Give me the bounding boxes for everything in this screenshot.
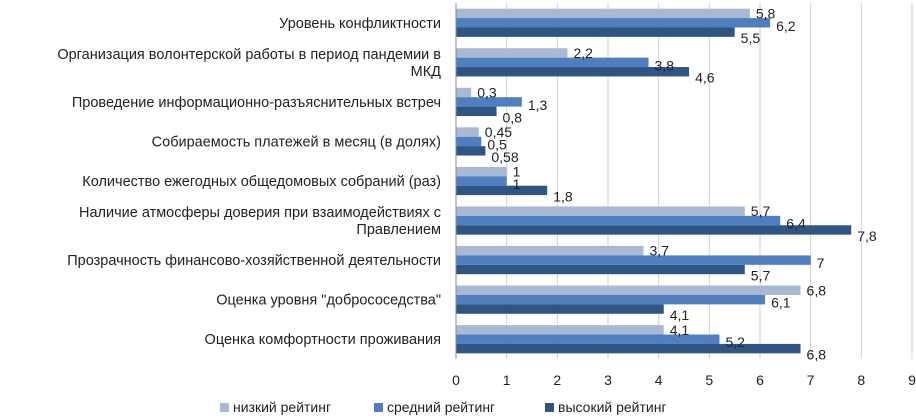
bar: низкий рейтинг: 3,7: [456, 246, 644, 256]
x-tick-label: 5: [705, 372, 713, 388]
category-label: Количество ежегодных общедомовых собрани…: [82, 174, 441, 190]
bar: низкий рейтинг: 1: [456, 166, 507, 177]
category-label: МКД: [411, 64, 442, 80]
data-label: 0,58: [491, 149, 518, 165]
category-label: Собираемость платежей в месяц (в долях): [152, 134, 441, 150]
bar: низкий рейтинг: 0,45: [456, 127, 479, 137]
legend: низкий рейтинг средний рейтинг высокий рей…: [220, 399, 667, 415]
category-label: Оценка комфортности проживания: [205, 332, 441, 348]
legend-label: высокий рейтинг: [558, 399, 667, 415]
data-labels: 5,86,25,52,23,84,60,31,30,80,450,50,5811…: [477, 5, 877, 362]
bar: высокий рейтинг: 4,1: [456, 304, 664, 314]
bar: высокий рейтинг: 0,58: [456, 146, 486, 156]
data-label: 7,8: [857, 228, 877, 244]
bar: средний рейтинг: 7: [456, 255, 811, 265]
x-tick-label: 0: [452, 372, 460, 388]
x-tick-label: 2: [553, 372, 561, 388]
legend-swatch: [545, 403, 554, 412]
data-label: 1,3: [528, 97, 548, 113]
data-label: 6,2: [776, 18, 796, 34]
legend-swatch: [220, 403, 229, 412]
category-labels: Уровень конфликтности Организация волонте…: [57, 16, 441, 348]
category-label: Прозрачность финансово-хозяйственной дея…: [67, 253, 441, 269]
x-tick-label: 9: [908, 372, 916, 388]
bar: средний рейтинг: 0,5: [456, 136, 482, 147]
bar: низкий рейтинг: 4,1: [456, 325, 664, 335]
data-label: 5,7: [751, 268, 771, 284]
data-label: 5,7: [751, 203, 771, 219]
bar: низкий рейтинг: 5,7: [456, 206, 745, 216]
x-tick-label: 1: [503, 372, 511, 388]
bar: низкий рейтинг: 5,8: [456, 8, 750, 19]
category-label: Организация волонтерской работы в период…: [57, 47, 441, 63]
bar: высокий рейтинг: 6,8: [456, 343, 801, 354]
category-label: Оценка уровня "добрососедства": [216, 293, 441, 309]
bar: высокий рейтинг: 5,5: [456, 27, 735, 37]
bar: низкий рейтинг: 2,2: [456, 48, 568, 58]
data-label: 5,8: [756, 5, 776, 21]
data-label: 4,1: [670, 307, 690, 323]
data-label: 0,8: [503, 109, 523, 125]
data-label: 1,8: [553, 188, 573, 204]
data-label: 6,4: [786, 216, 806, 232]
legend-label: низкий рейтинг: [233, 399, 331, 415]
data-label: 0,45: [485, 124, 512, 140]
data-label: 7: [817, 255, 825, 271]
data-label: 0,5: [487, 136, 507, 152]
data-label: 1: [513, 164, 521, 180]
bar: средний рейтинг: 3,8: [456, 57, 649, 68]
bar: средний рейтинг: 1: [456, 176, 507, 186]
x-tick-label: 6: [756, 372, 764, 388]
data-label: 5,5: [741, 30, 761, 46]
category-label: Правлением: [356, 222, 441, 238]
category-label: Наличие атмосферы доверия при взаимодейс…: [79, 205, 441, 221]
x-tick-label: 3: [604, 372, 612, 388]
legend-label: средний рейтинг: [387, 399, 495, 415]
data-label: 6,8: [807, 347, 827, 363]
bar: высокий рейтинг: 0,8: [456, 106, 497, 116]
data-label: 6,8: [807, 282, 827, 298]
bar: высокий рейтинг: 7,8: [456, 225, 852, 235]
data-label: 4,6: [695, 70, 715, 86]
data-label: 0,3: [477, 84, 497, 100]
category-label: Уровень конфликтности: [279, 16, 441, 32]
bar: высокий рейтинг: 1,8: [456, 185, 548, 196]
bar: средний рейтинг: 1,3: [456, 97, 522, 107]
data-label: 2,2: [573, 45, 593, 61]
x-axis-tick-labels: 0 1 2 3 4 5 6 7 8 9: [452, 372, 916, 388]
bar: низкий рейтинг: 6,8: [456, 285, 801, 295]
bar: средний рейтинг: 6,1: [456, 294, 766, 305]
data-label: 5,2: [725, 334, 745, 350]
data-label: 6,1: [771, 295, 791, 311]
bar: средний рейтинг: 6,4: [456, 215, 781, 226]
data-label: 4,1: [670, 322, 690, 338]
data-label: 3,7: [649, 243, 669, 259]
legend-swatch: [374, 403, 383, 412]
bar: средний рейтинг: 6,2: [456, 18, 771, 28]
x-tick-label: 8: [857, 372, 865, 388]
x-tick-label: 7: [807, 372, 815, 388]
bar: низкий рейтинг: 0,3: [456, 87, 472, 98]
data-label: 1: [513, 176, 521, 192]
x-tick-label: 4: [655, 372, 663, 388]
category-label: Проведение информационно-разъяснительных…: [72, 95, 441, 111]
bar: высокий рейтинг: 4,6: [456, 67, 690, 77]
data-label: 3,8: [655, 57, 675, 73]
bars: низкий рейтинг: 5,8средний рейтинг: 6,2в…: [456, 8, 852, 354]
bar: средний рейтинг: 5,2: [456, 334, 720, 344]
bar: высокий рейтинг: 5,7: [456, 264, 745, 275]
